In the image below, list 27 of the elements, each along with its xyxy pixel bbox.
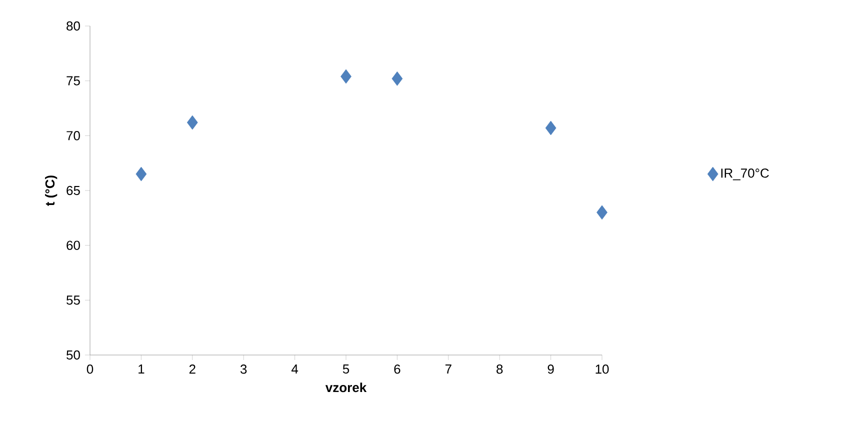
- y-tick-label: 65: [66, 186, 80, 196]
- x-tick-label: 9: [548, 364, 554, 374]
- x-tick-label: 4: [291, 364, 298, 374]
- x-tick-label: 0: [86, 364, 94, 374]
- x-tick-label: 10: [596, 364, 609, 374]
- legend-label: IR_70°C: [721, 168, 769, 180]
- point: [392, 71, 403, 86]
- point: [136, 166, 147, 182]
- x-tick-label: 6: [394, 364, 400, 374]
- point: [340, 69, 352, 84]
- point: [596, 205, 608, 220]
- y-tick-label: 60: [66, 240, 80, 250]
- x-tick-label: 1: [138, 364, 144, 374]
- y-tick-label: 70: [66, 131, 80, 140]
- y-tick-label: 55: [66, 296, 80, 305]
- x-tick-label: 5: [342, 364, 350, 374]
- y-axis-title: t (°C): [45, 176, 58, 206]
- y-tick-label: 75: [66, 76, 80, 86]
- x-tick-label: 2: [189, 364, 196, 374]
- x-axis-title: vzorek: [325, 382, 367, 392]
- x-tick-label: 3: [240, 364, 247, 374]
- x-tick-label: 8: [496, 364, 503, 374]
- y-tick-label: 50: [66, 350, 80, 360]
- y-tick-label: 80: [66, 21, 80, 31]
- x-tick-label: 7: [445, 364, 452, 374]
- point: [186, 115, 198, 130]
- point: [545, 120, 556, 136]
